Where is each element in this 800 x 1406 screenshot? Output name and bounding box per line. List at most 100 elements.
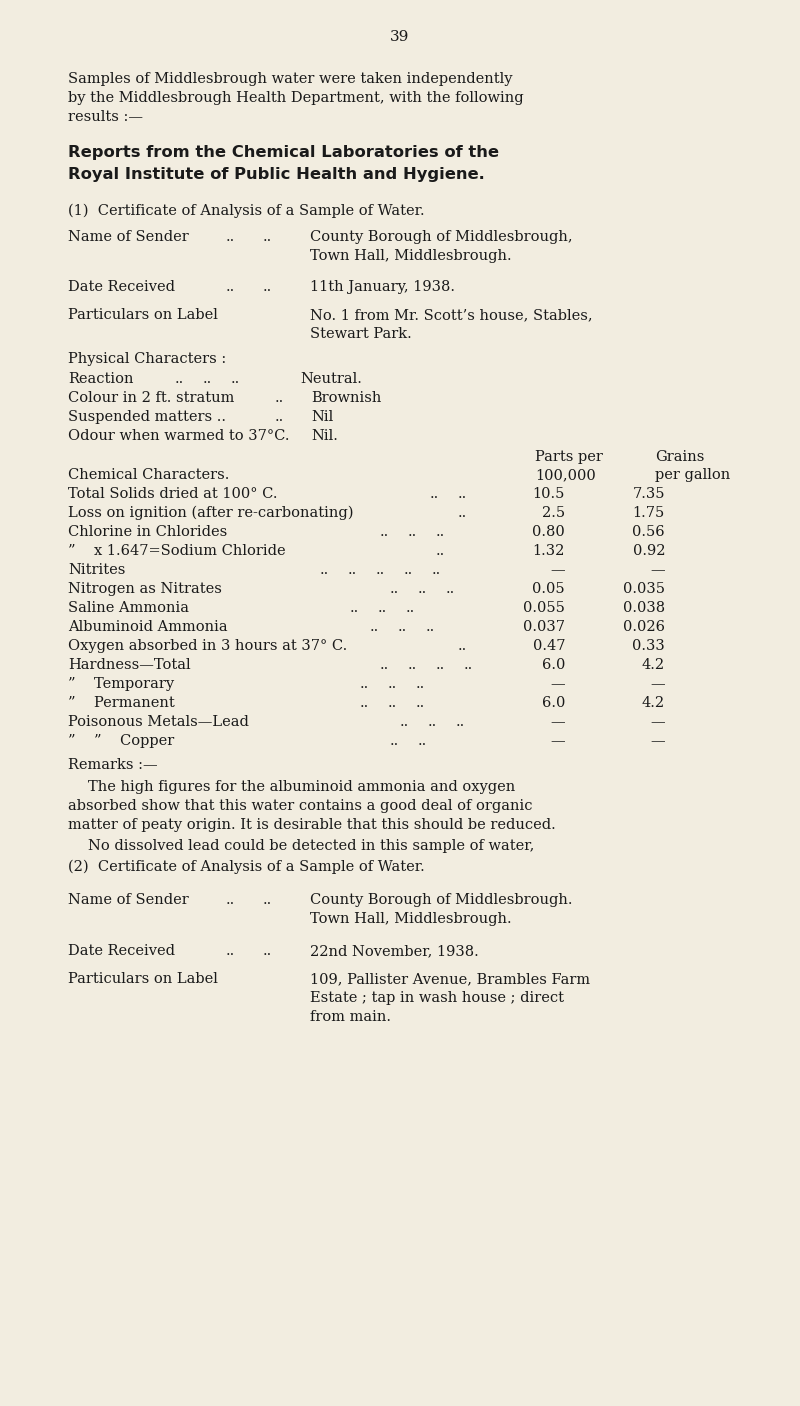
Text: ”    ”    Copper: ” ” Copper [68,734,174,748]
Text: results :—: results :— [68,110,143,124]
Text: ..: .. [390,582,399,596]
Text: ..: .. [408,658,418,672]
Text: ..: .. [406,600,415,614]
Text: ..: .. [320,562,330,576]
Text: ..: .. [464,658,474,672]
Text: 0.33: 0.33 [632,638,665,652]
Text: —: — [650,562,665,576]
Text: ..: .. [263,893,272,907]
Text: ..: .. [231,373,240,387]
Text: ..: .. [360,696,370,710]
Text: —: — [550,678,565,690]
Text: ..: .. [418,582,427,596]
Text: Estate ; tap in wash house ; direct: Estate ; tap in wash house ; direct [310,991,564,1005]
Text: per gallon: per gallon [655,468,730,482]
Text: ..: .. [404,562,414,576]
Text: No. 1 from Mr. Scott’s house, Stables,: No. 1 from Mr. Scott’s house, Stables, [310,308,593,322]
Text: 22nd November, 1938.: 22nd November, 1938. [310,943,478,957]
Text: County Borough of Middlesbrough.: County Borough of Middlesbrough. [310,893,573,907]
Text: ..: .. [378,600,387,614]
Text: 1.32: 1.32 [533,544,565,558]
Text: No dissolved lead could be detected in this sample of water,: No dissolved lead could be detected in t… [88,839,534,853]
Text: ..: .. [432,562,442,576]
Text: 0.47: 0.47 [533,638,565,652]
Text: Chlorine in Chlorides: Chlorine in Chlorides [68,524,227,538]
Text: 109, Pallister Avenue, Brambles Farm: 109, Pallister Avenue, Brambles Farm [310,972,590,986]
Text: ..: .. [380,658,390,672]
Text: ..: .. [226,893,235,907]
Text: ..: .. [360,678,370,690]
Text: Royal Institute of Public Health and Hygiene.: Royal Institute of Public Health and Hyg… [68,167,485,181]
Text: ..: .. [388,678,398,690]
Text: ..: .. [436,544,446,558]
Text: —: — [650,734,665,748]
Text: ..: .. [175,373,184,387]
Text: matter of peaty origin. It is desirable that this should be reduced.: matter of peaty origin. It is desirable … [68,818,556,832]
Text: 4.2: 4.2 [642,658,665,672]
Text: Saline Ammonia: Saline Ammonia [68,600,189,614]
Text: ..: .. [263,280,272,294]
Text: absorbed show that this water contains a good deal of organic: absorbed show that this water contains a… [68,799,533,813]
Text: Total Solids dried at 100° C.: Total Solids dried at 100° C. [68,486,278,501]
Text: 0.037: 0.037 [523,620,565,634]
Text: ..: .. [456,716,466,728]
Text: —: — [650,678,665,690]
Text: —: — [550,716,565,728]
Text: ..: .. [226,280,235,294]
Text: ..: .. [263,943,272,957]
Text: ..: .. [418,734,427,748]
Text: 11th January, 1938.: 11th January, 1938. [310,280,455,294]
Text: ..: .. [458,486,467,501]
Text: 0.026: 0.026 [623,620,665,634]
Text: Particulars on Label: Particulars on Label [68,308,218,322]
Text: —: — [550,734,565,748]
Text: Remarks :—: Remarks :— [68,758,158,772]
Text: ..: .. [370,620,379,634]
Text: Nil.: Nil. [311,429,338,443]
Text: Albuminoid Ammonia: Albuminoid Ammonia [68,620,228,634]
Text: Odour when warmed to 37°C.: Odour when warmed to 37°C. [68,429,290,443]
Text: Name of Sender: Name of Sender [68,231,189,245]
Text: ..: .. [416,678,426,690]
Text: 0.80: 0.80 [532,524,565,538]
Text: Suspended matters ..: Suspended matters .. [68,411,226,425]
Text: 0.035: 0.035 [623,582,665,596]
Text: Reaction: Reaction [68,373,134,387]
Text: ..: .. [390,734,399,748]
Text: ..: .. [203,373,212,387]
Text: ..: .. [275,411,284,425]
Text: ..: .. [446,582,455,596]
Text: ..: .. [416,696,426,710]
Text: ..: .. [348,562,358,576]
Text: Town Hall, Middlesbrough.: Town Hall, Middlesbrough. [310,249,512,263]
Text: Oxygen absorbed in 3 hours at 37° C.: Oxygen absorbed in 3 hours at 37° C. [68,638,347,652]
Text: 6.0: 6.0 [542,696,565,710]
Text: Poisonous Metals—Lead: Poisonous Metals—Lead [68,716,249,728]
Text: Particulars on Label: Particulars on Label [68,972,218,986]
Text: Nitrites: Nitrites [68,562,126,576]
Text: ..: .. [458,638,467,652]
Text: Date Received: Date Received [68,943,175,957]
Text: The high figures for the albuminoid ammonia and oxygen: The high figures for the albuminoid ammo… [88,780,515,794]
Text: 0.92: 0.92 [633,544,665,558]
Text: 7.35: 7.35 [633,486,665,501]
Text: County Borough of Middlesbrough,: County Borough of Middlesbrough, [310,231,573,245]
Text: ..: .. [226,943,235,957]
Text: ..: .. [350,600,359,614]
Text: Physical Characters :: Physical Characters : [68,352,226,366]
Text: Loss on ignition (after re-carbonating): Loss on ignition (after re-carbonating) [68,506,354,520]
Text: 39: 39 [390,30,410,44]
Text: 0.038: 0.038 [623,600,665,614]
Text: Reports from the Chemical Laboratories of the: Reports from the Chemical Laboratories o… [68,145,499,160]
Text: ..: .. [430,486,439,501]
Text: ..: .. [436,658,446,672]
Text: ”    Permanent: ” Permanent [68,696,174,710]
Text: ..: .. [426,620,435,634]
Text: Name of Sender: Name of Sender [68,893,189,907]
Text: 1.75: 1.75 [633,506,665,520]
Text: (1)  Certificate of Analysis of a Sample of Water.: (1) Certificate of Analysis of a Sample … [68,204,425,218]
Text: Neutral.: Neutral. [300,373,362,387]
Text: ..: .. [428,716,438,728]
Text: Nil: Nil [311,411,334,425]
Text: 100,000: 100,000 [535,468,596,482]
